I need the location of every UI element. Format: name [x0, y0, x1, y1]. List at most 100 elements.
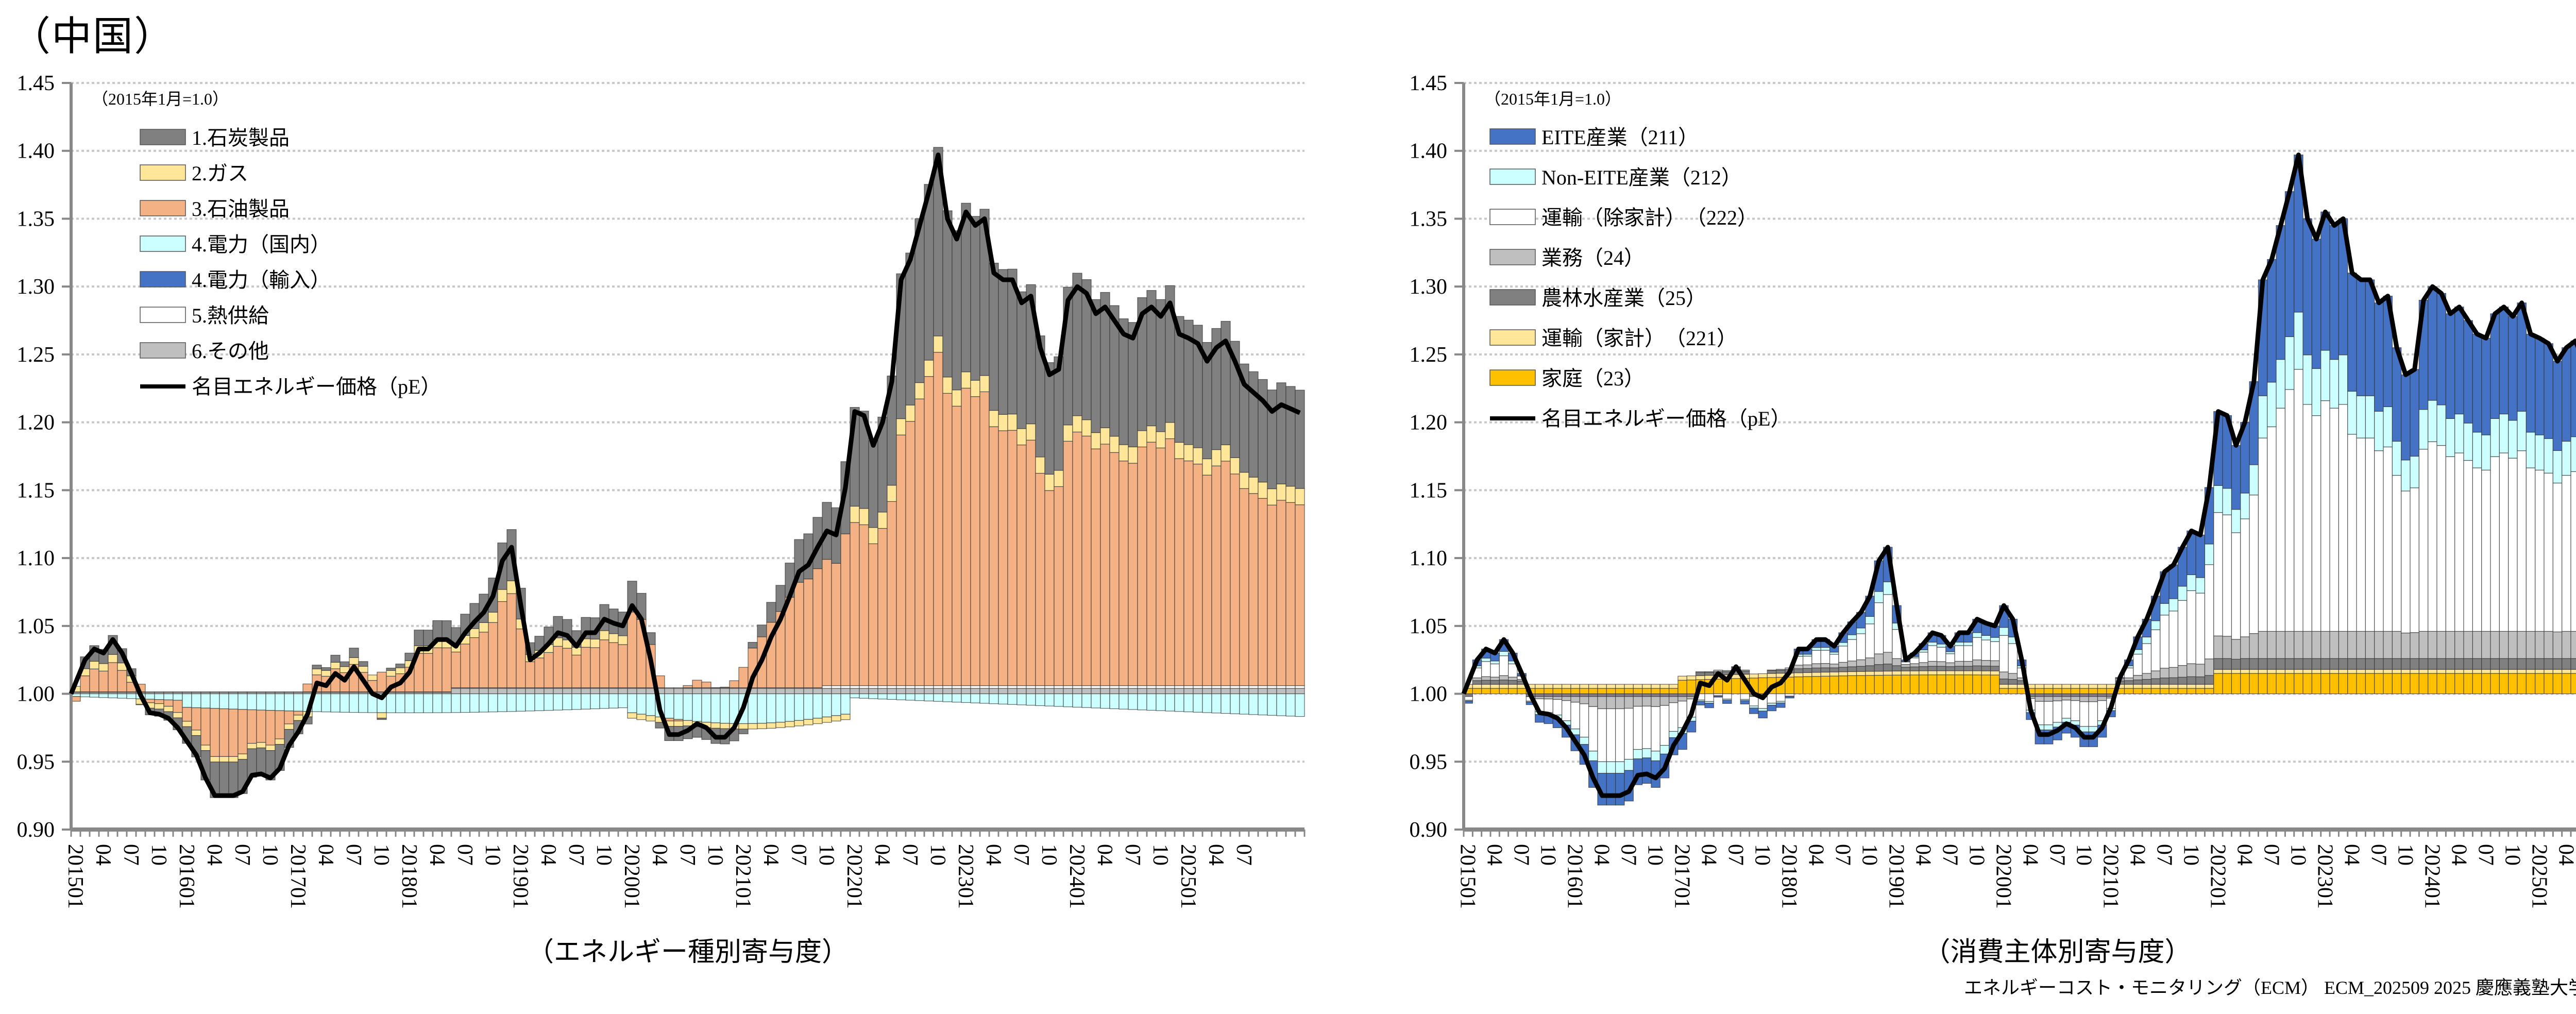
- right-bar-agri: [2320, 658, 2330, 670]
- x-tick-label: 10: [147, 844, 171, 866]
- right-bar-service: [1892, 658, 1902, 666]
- x-tick-label: 07: [898, 844, 922, 866]
- right-bar-transport_hh: [2517, 669, 2527, 674]
- right-bar-noneite: [1829, 652, 1839, 655]
- right-bar-household: [1919, 674, 1928, 695]
- left-bar-oil: [238, 709, 248, 754]
- left-bar-oil: [812, 568, 823, 688]
- legend-label: 家庭（23）: [1541, 367, 1645, 390]
- right-bar-eite: [1704, 703, 1714, 708]
- right-bar-transport_biz: [1669, 702, 1679, 732]
- left-bar-heat: [868, 685, 878, 689]
- right-bar-transport_hh: [2258, 669, 2268, 674]
- left-bar-heat: [1221, 685, 1231, 689]
- right-bar-transport_hh: [2142, 684, 2152, 689]
- left-bar-elec_dom: [191, 693, 201, 708]
- left-bar-coal: [738, 729, 749, 734]
- left-bar-other: [1081, 688, 1092, 695]
- x-tick-label: 07: [787, 844, 810, 866]
- chart-subtitle: （消費主体別寄与度）: [1923, 938, 2191, 967]
- right-bar-agri: [1990, 666, 2000, 671]
- x-tick-label: 04: [648, 844, 671, 866]
- y-tick-label: 0.95: [17, 750, 55, 774]
- right-bar-transport_biz: [1829, 654, 1839, 665]
- x-tick-label: 04: [2125, 844, 2149, 866]
- left-bar-gas: [506, 580, 517, 594]
- left-bar-gas: [200, 745, 211, 751]
- left-bar-gas: [905, 404, 916, 422]
- legend-swatch: [140, 200, 186, 216]
- left-bar-other: [905, 688, 916, 695]
- left-bar-heat: [1016, 685, 1027, 689]
- right-bar-service: [1696, 671, 1705, 673]
- x-tick-label: 202101: [731, 844, 755, 909]
- x-tick-label: 201901: [1885, 844, 1908, 909]
- left-bar-heat: [1295, 685, 1305, 689]
- left-bar-heat: [1091, 685, 1101, 689]
- right-bar-service: [2311, 631, 2321, 659]
- right-bar-transport_hh: [1927, 670, 1938, 675]
- left-bar-heat: [1063, 685, 1073, 689]
- right-bar-service: [2213, 635, 2223, 659]
- x-tick-label: 04: [981, 844, 1005, 866]
- left-bar-oil: [1174, 458, 1184, 686]
- x-tick-label: 202301: [2313, 844, 2336, 909]
- legend-swatch: [1489, 289, 1536, 306]
- right-bar-transport_hh: [2195, 684, 2206, 689]
- right-bar-transport_biz: [2267, 426, 2277, 632]
- right-bar-transport_hh: [2302, 669, 2313, 674]
- right-bar-transport_hh: [2472, 669, 2482, 674]
- right-bar-transport_biz: [2195, 593, 2206, 665]
- right-bar-transport_hh: [2401, 669, 2411, 674]
- right-bar-service: [2508, 631, 2518, 659]
- right-bar-eite: [2401, 374, 2411, 461]
- right-bar-noneite: [2508, 420, 2518, 459]
- right-bar-transport_biz: [1820, 650, 1831, 664]
- right-bar-noneite: [2544, 438, 2553, 474]
- y-tick-label: 1.45: [17, 72, 55, 95]
- right-bar-household: [1624, 688, 1634, 695]
- right-bar-transport_hh: [2168, 684, 2179, 689]
- right-bar-transport_hh: [1696, 675, 1705, 680]
- legend-swatch: [1489, 168, 1536, 185]
- right-bar-transport_hh: [1820, 671, 1831, 677]
- right-bar-service: [2418, 631, 2429, 659]
- x-tick-label: 07: [230, 844, 254, 866]
- left-bar-elec_dom: [618, 693, 628, 708]
- x-tick-label: 10: [481, 844, 504, 866]
- right-bar-household: [1892, 674, 1902, 695]
- left-bar-elec_dom: [80, 693, 90, 698]
- right-bar-noneite: [1481, 657, 1491, 662]
- right-bar-household: [1909, 674, 1920, 695]
- x-tick-label: 04: [202, 844, 226, 866]
- left-bar-elec_dom: [210, 693, 220, 709]
- left-bar-gas: [275, 738, 285, 745]
- left-bar-oil: [377, 671, 387, 692]
- right-bar-transport_hh: [1651, 684, 1660, 689]
- right-bar-household: [2079, 688, 2089, 695]
- right-bar-agri: [1544, 693, 1553, 697]
- left-bar-other: [469, 688, 480, 695]
- left-bar-heat: [822, 685, 832, 689]
- energy-type-contribution-chart: 0.90 0.95 1.00 1.05 1.10 1.15 1.20 1.25 1.30 1.35…: [17, 72, 1306, 967]
- right-bar-transport_biz: [2570, 471, 2576, 632]
- x-tick-label: 10: [1148, 844, 1172, 866]
- left-bar-oil: [692, 680, 702, 688]
- left-bar-elec_dom: [1118, 693, 1129, 709]
- right-bar-agri: [2249, 658, 2259, 670]
- right-bar-noneite: [1651, 751, 1660, 762]
- left-bar-elec_dom: [432, 693, 443, 713]
- x-tick-label: 201801: [1777, 844, 1801, 909]
- right-bar-transport_biz: [1972, 637, 1982, 661]
- left-bar-oil: [1202, 475, 1212, 686]
- right-bar-service: [1669, 696, 1679, 703]
- x-tick-label: 07: [1009, 844, 1033, 866]
- right-bar-transport_biz: [2374, 450, 2384, 632]
- left-bar-gas: [191, 730, 201, 736]
- y-tick-label: 0.95: [1410, 750, 1448, 774]
- left-bar-other: [1128, 688, 1138, 695]
- left-bar-oil: [1221, 461, 1231, 686]
- left-bar-other: [896, 688, 906, 695]
- right-bar-transport_hh: [1811, 672, 1821, 677]
- right-bar-eite: [1535, 714, 1545, 723]
